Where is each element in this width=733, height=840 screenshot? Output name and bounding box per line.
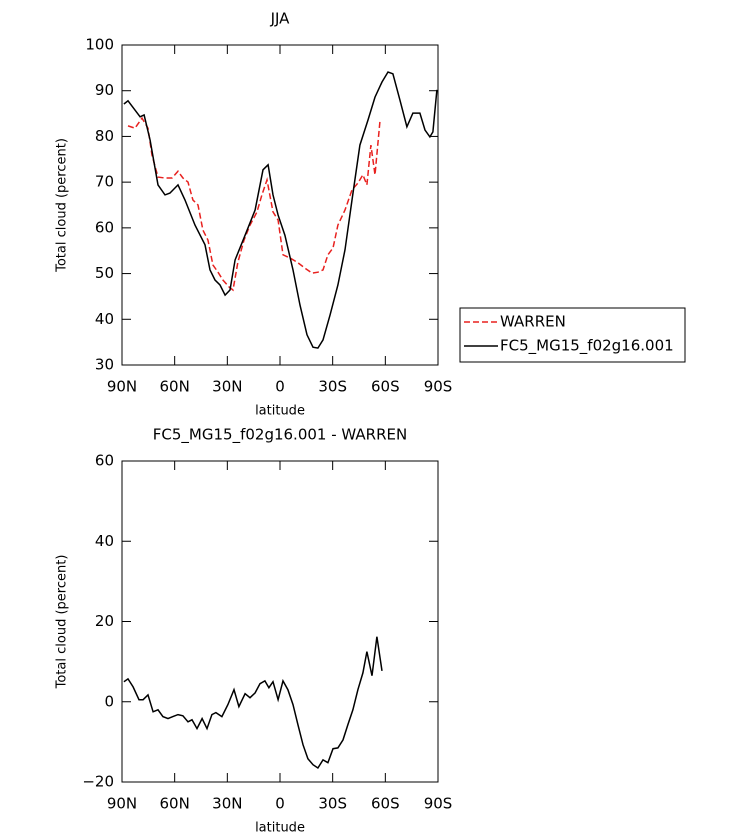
- y-tick-label: 40: [95, 532, 114, 550]
- series-line: [127, 116, 381, 292]
- x-tick-label: 30S: [318, 378, 347, 396]
- x-tick-label: 90S: [424, 795, 453, 813]
- x-tick-label: 0: [275, 378, 285, 396]
- x-tick-label: 60S: [371, 795, 400, 813]
- x-tick-label: 90N: [107, 795, 137, 813]
- x-axis-label: latitude: [255, 821, 305, 836]
- y-tick-label: 90: [95, 81, 114, 99]
- y-axis-label: Total cloud (percent): [55, 138, 70, 273]
- y-tick-label: 50: [95, 264, 114, 282]
- x-tick-label: 60S: [371, 378, 400, 396]
- x-tick-label: 0: [275, 795, 285, 813]
- y-tick-label: 0: [104, 692, 114, 710]
- x-tick-label: 90N: [107, 378, 137, 396]
- x-tick-label: 30N: [212, 795, 242, 813]
- y-tick-label: 20: [95, 612, 114, 630]
- y-tick-label: 40: [95, 310, 114, 328]
- y-tick-label: −20: [82, 773, 114, 791]
- x-tick-label: 30S: [318, 795, 347, 813]
- legend-box: [459, 307, 686, 363]
- y-axis-label: Total cloud (percent): [55, 555, 70, 690]
- x-tick-label: 60N: [160, 795, 190, 813]
- legend-label: WARREN: [500, 313, 566, 331]
- x-tick-label: 90S: [424, 378, 453, 396]
- y-tick-label: 30: [95, 356, 114, 374]
- chart-title: FC5_MG15_f02g16.001 - WARREN: [153, 426, 407, 445]
- y-tick-label: 80: [95, 127, 114, 145]
- x-axis-label: latitude: [255, 404, 305, 419]
- series-line: [123, 71, 438, 349]
- plot-frame: [121, 460, 439, 783]
- x-tick-label: 30N: [212, 378, 242, 396]
- x-tick-label: 60N: [160, 378, 190, 396]
- legend-label: FC5_MG15_f02g16.001: [500, 337, 674, 356]
- y-tick-label: 70: [95, 173, 114, 191]
- series-line: [123, 636, 383, 770]
- y-tick-label: 60: [95, 218, 114, 236]
- chart-title: JJA: [270, 10, 291, 28]
- y-tick-label: 100: [85, 36, 114, 54]
- y-tick-label: 60: [95, 452, 114, 470]
- plot-frame: [121, 44, 439, 366]
